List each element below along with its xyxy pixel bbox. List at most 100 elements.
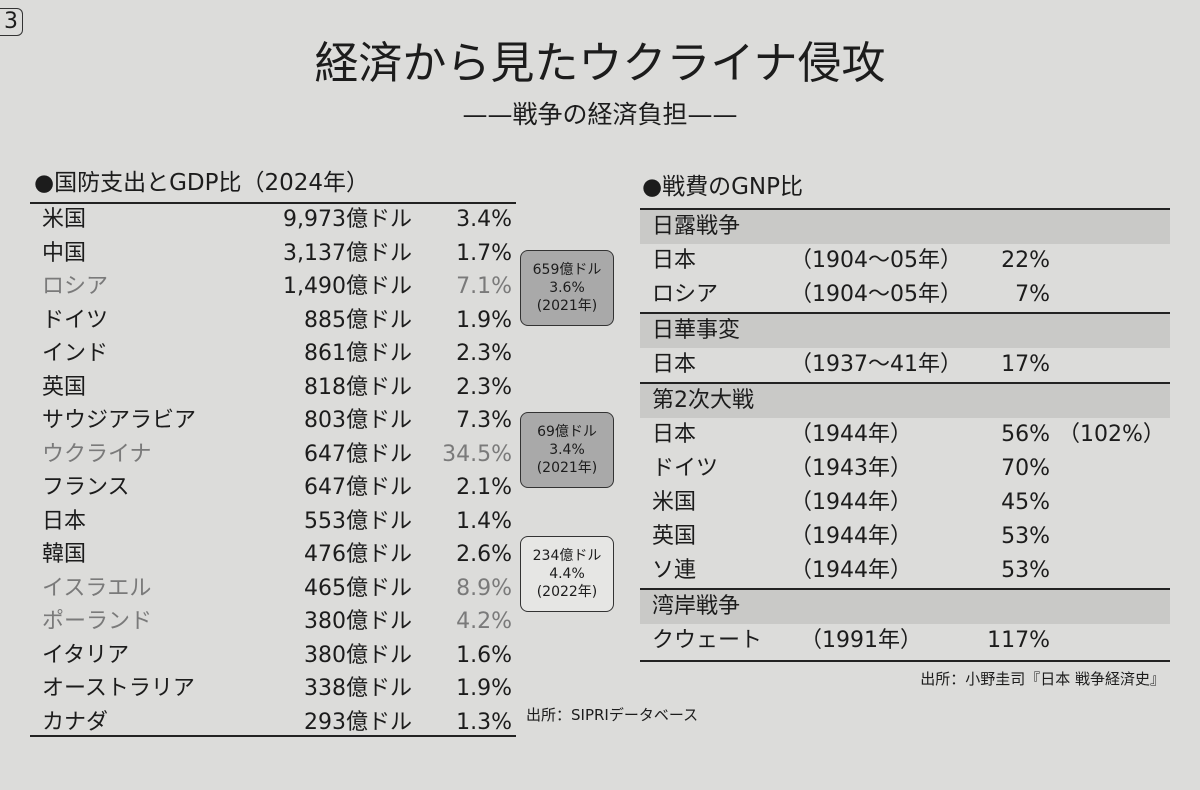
ratio: 2.3%	[456, 341, 512, 366]
callout: 659億ドル 3.6% (2021年)	[520, 250, 614, 326]
callout-line: (2022年)	[536, 584, 598, 601]
spending: 338億ドル	[304, 676, 412, 701]
country: インド	[42, 341, 109, 366]
defense-heading: ●国防支出とGDP比（2024年）	[34, 170, 370, 196]
ratio: 1.6%	[456, 642, 512, 668]
section-name: 日華事変	[652, 318, 741, 343]
gnp-ratio: 17%	[1001, 352, 1050, 377]
country: フランス	[42, 475, 130, 500]
ratio: 7.1%	[456, 274, 512, 299]
callout-line: 3.4%	[549, 441, 585, 458]
ratio: 1.3%	[456, 709, 512, 735]
source: 出所：SIPRIデータベース	[526, 706, 699, 724]
spending: 380億ドル	[304, 609, 412, 634]
corner-label: 3	[0, 8, 23, 36]
callout-line: 4.4%	[549, 565, 585, 582]
section-name: 第2次大戦	[652, 388, 754, 413]
period: （1991年）	[800, 628, 922, 653]
ratio: 1.9%	[456, 307, 512, 333]
period: （1904〜05年）	[790, 248, 962, 273]
source: 出所：小野圭司『日本 戦争経済史』	[920, 670, 1165, 688]
rule	[30, 735, 516, 737]
period: （1944年）	[790, 558, 912, 583]
callout-line: 234億ドル	[532, 547, 602, 564]
spending: 380億ドル	[304, 642, 412, 668]
rule	[640, 382, 1170, 384]
section-bg	[640, 590, 1170, 624]
country: 韓国	[42, 542, 87, 567]
gnp-ratio: 7%	[1015, 282, 1050, 307]
section-bg	[640, 314, 1170, 348]
gnp-ratio: 117%	[987, 628, 1050, 653]
period: （1944年）	[790, 490, 912, 515]
title: 経済から見たウクライナ侵攻	[314, 38, 886, 89]
period: （1943年）	[790, 456, 912, 481]
country: ロシア	[42, 274, 109, 299]
ratio: 1.9%	[456, 676, 512, 701]
ratio: 8.9%	[456, 575, 512, 601]
spending: 553億ドル	[304, 508, 412, 534]
country: 米国	[652, 490, 697, 515]
callout-line: (2021年)	[536, 460, 598, 477]
country: イタリア	[42, 642, 130, 668]
ratio: 3.4%	[456, 207, 512, 232]
country: ソ連	[652, 558, 697, 583]
country: クウェート	[652, 628, 763, 653]
country: ウクライナ	[42, 441, 152, 467]
gnp-ratio: 56%	[1001, 422, 1050, 447]
callout-line: (2021年)	[536, 298, 598, 315]
spending: 3,137億ドル	[283, 240, 412, 266]
gnp-ratio: 53%	[1001, 558, 1050, 583]
period: （1944年）	[790, 524, 912, 549]
country: 日本	[652, 248, 697, 273]
gnp-ratio: 70%	[1001, 456, 1050, 481]
spending: 647億ドル	[304, 441, 412, 467]
country: ロシア	[652, 282, 719, 307]
spending: 818億ドル	[304, 374, 412, 400]
country: 日本	[652, 422, 697, 447]
period: （1944年）	[790, 422, 912, 447]
country: 日本	[652, 352, 697, 377]
ratio: 2.6%	[456, 542, 512, 567]
gnp-ratio: 53%	[1001, 524, 1050, 549]
country: サウジアラビア	[42, 408, 197, 433]
country: ポーランド	[42, 609, 153, 634]
country: ドイツ	[42, 307, 109, 333]
ratio: 7.3%	[456, 408, 512, 433]
ratio: 2.3%	[456, 374, 512, 400]
callout-line: 69億ドル	[537, 423, 597, 440]
country: 英国	[652, 524, 697, 549]
spending: 465億ドル	[304, 575, 412, 601]
rule	[640, 588, 1170, 590]
gnp-ratio: 45%	[1001, 490, 1050, 515]
country: 米国	[42, 207, 87, 232]
spending: 1,490億ドル	[283, 274, 412, 299]
spending: 885億ドル	[304, 307, 412, 333]
rule	[640, 312, 1170, 314]
ratio: 34.5%	[442, 441, 512, 467]
country: オーストラリア	[42, 676, 195, 701]
country: 日本	[42, 508, 87, 534]
rule	[30, 202, 516, 204]
spending: 803億ドル	[304, 408, 412, 433]
ratio: 1.4%	[456, 508, 512, 534]
period: （1937〜41年）	[790, 352, 962, 377]
section-name: 湾岸戦争	[652, 594, 741, 619]
spending: 293億ドル	[304, 709, 412, 735]
period: （1904〜05年）	[790, 282, 962, 307]
section-bg	[640, 384, 1170, 418]
gnp-ratio: 22%	[1001, 248, 1050, 273]
callout-line: 3.6%	[549, 279, 585, 296]
ratio: 1.7%	[456, 240, 512, 266]
callout: 234億ドル 4.4% (2022年)	[520, 536, 614, 612]
subtitle: ——戦争の経済負担——	[462, 100, 738, 129]
country: イスラエル	[42, 575, 152, 601]
section-bg	[640, 210, 1170, 244]
country: 英国	[42, 374, 87, 400]
note: （102%）	[1058, 422, 1165, 447]
country: カナダ	[42, 709, 109, 735]
war-heading: ●戦費のGNP比	[642, 174, 803, 200]
spending: 476億ドル	[304, 542, 412, 567]
spending: 861億ドル	[304, 341, 412, 366]
